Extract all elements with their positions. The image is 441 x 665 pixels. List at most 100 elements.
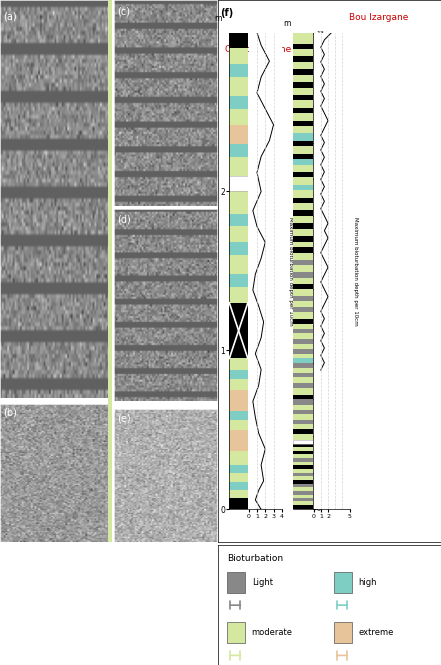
Text: m: m [283, 19, 290, 28]
Bar [229, 498, 248, 509]
Bar [227, 622, 245, 644]
Bar [293, 319, 313, 324]
Bar [229, 192, 248, 213]
Bar [293, 495, 313, 499]
Bar [293, 260, 313, 265]
Bar [229, 303, 248, 358]
Text: m: m [214, 14, 222, 23]
Bar [293, 216, 313, 223]
Bar [293, 410, 313, 414]
Bar [293, 447, 313, 451]
Bar [293, 473, 313, 476]
Bar [293, 454, 313, 458]
Bar [293, 289, 313, 296]
Bar [229, 490, 248, 498]
Bar [293, 312, 313, 319]
Bar [293, 462, 313, 466]
Bar [293, 501, 313, 505]
Bar [229, 33, 248, 49]
Text: (f): (f) [220, 8, 234, 18]
Bar [293, 296, 313, 301]
Bar [229, 176, 248, 192]
Bar [293, 420, 313, 424]
Bar [293, 198, 313, 203]
Bar [293, 368, 313, 373]
Text: (b): (b) [3, 408, 17, 418]
Bar [293, 424, 313, 430]
Text: (c): (c) [117, 6, 130, 16]
Bar [293, 210, 313, 216]
Bar [293, 480, 313, 483]
Bar [293, 440, 313, 444]
Bar [229, 390, 248, 411]
Text: Maximum bioturbation depth per 10cm: Maximum bioturbation depth per 10cm [288, 217, 293, 325]
Bar [293, 88, 313, 95]
Bar [293, 458, 313, 462]
Bar [293, 165, 313, 172]
Bar [293, 333, 313, 339]
Bar [293, 49, 313, 57]
Bar [293, 247, 313, 253]
Bar [293, 476, 313, 480]
Bar [293, 229, 313, 236]
Bar [293, 95, 313, 100]
Bar [293, 373, 313, 377]
Text: moderate: moderate [252, 628, 293, 637]
Bar [229, 213, 248, 227]
Bar [293, 43, 313, 49]
Bar [293, 400, 313, 405]
Bar [293, 344, 313, 348]
Bar [229, 77, 248, 96]
Bar [334, 622, 352, 644]
Bar [293, 434, 313, 440]
Bar [293, 100, 313, 108]
Bar [293, 329, 313, 333]
Bar [293, 465, 313, 469]
Bar [293, 236, 313, 241]
Bar [293, 483, 313, 487]
Bar [293, 154, 313, 159]
Bar [229, 176, 248, 192]
Bar [229, 379, 248, 390]
Bar [293, 126, 313, 134]
Bar [293, 469, 313, 473]
Bar [229, 49, 248, 65]
Bar [293, 354, 313, 358]
Bar [229, 125, 248, 144]
Bar [293, 444, 313, 447]
Bar [229, 227, 248, 242]
Bar [229, 370, 248, 379]
Bar [293, 178, 313, 185]
Bar [229, 420, 248, 430]
Bar [293, 362, 313, 368]
Bar [293, 62, 313, 69]
Bar [293, 487, 313, 491]
Bar [229, 144, 248, 156]
Bar [293, 223, 313, 229]
Bar [293, 440, 313, 444]
Bar [293, 284, 313, 289]
Bar [293, 57, 313, 62]
Text: (e): (e) [117, 413, 131, 423]
Bar [229, 96, 248, 109]
Bar [293, 324, 313, 329]
Text: extreme: extreme [359, 628, 394, 637]
Bar [293, 499, 313, 501]
Bar [293, 272, 313, 277]
Bar [229, 255, 248, 274]
Bar [229, 242, 248, 255]
Bar [293, 159, 313, 165]
Bar [293, 277, 313, 284]
Bar [229, 156, 248, 176]
Bar [293, 253, 313, 260]
Bar [229, 473, 248, 482]
Bar [293, 414, 313, 420]
Bar [293, 141, 313, 146]
Bar [229, 65, 248, 77]
Text: (a): (a) [3, 12, 17, 22]
Bar [229, 451, 248, 465]
Bar [293, 120, 313, 126]
Bar [293, 108, 313, 113]
Bar [293, 113, 313, 120]
Bar [293, 339, 313, 344]
